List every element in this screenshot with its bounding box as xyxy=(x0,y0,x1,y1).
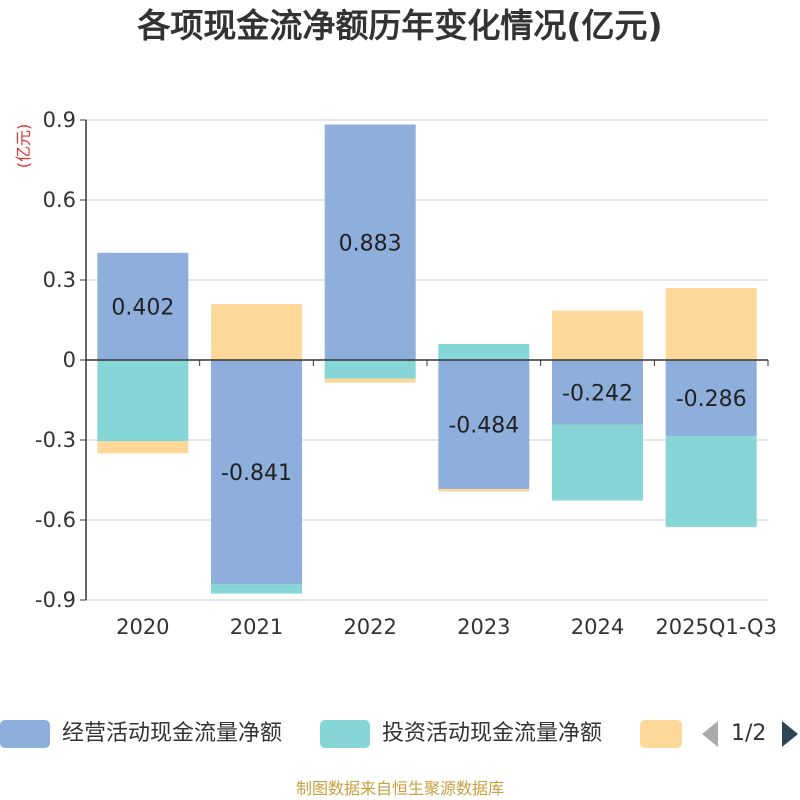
legend-page-indicator: 1/2 xyxy=(731,721,767,746)
y-tick-label: -0.6 xyxy=(35,508,76,532)
bar-segment-1 xyxy=(438,360,530,490)
legend-swatch-operating xyxy=(0,720,50,748)
y-tick-label: 0.9 xyxy=(43,108,76,132)
bar-segment-3 xyxy=(324,378,416,383)
y-tick-label: 0 xyxy=(63,348,76,372)
y-tick-label: -0.9 xyxy=(35,588,76,612)
bar-segment-2 xyxy=(324,360,416,379)
bar-segment-2 xyxy=(438,344,530,360)
bar-segment-1 xyxy=(211,360,302,585)
bar-segment-1 xyxy=(97,252,189,360)
source-note: 制图数据来自恒生聚源数据库 xyxy=(295,779,504,798)
data-label: -0.484 xyxy=(448,414,519,439)
x-tick-label: 2025Q1-Q3 xyxy=(655,615,777,639)
data-label: -0.242 xyxy=(562,381,633,406)
data-label: -0.286 xyxy=(676,387,747,412)
bar-segment-3 xyxy=(665,288,757,360)
chart-plot: 0.9 0.6 0.3 0 -0.3 -0.6 -0.9 (亿元) 2020 2021 2022 20… xyxy=(14,108,777,639)
x-tick-label: 2020 xyxy=(116,615,169,639)
legend-label-operating: 经营活动现金流量净额 xyxy=(62,721,283,746)
y-tick-label: 0.3 xyxy=(43,268,76,292)
data-label: -0.841 xyxy=(221,461,292,486)
chart-title: 各项现金流净额历年变化情况(亿元) xyxy=(137,6,663,45)
bar-segment-2 xyxy=(211,584,302,594)
x-tick-label: 2024 xyxy=(571,615,624,639)
y-tick-label: 0.6 xyxy=(43,188,76,212)
bar-segment-2 xyxy=(552,424,643,501)
x-tick-label: 2021 xyxy=(230,615,283,639)
bar-segment-2 xyxy=(665,436,757,527)
y-tick-label: -0.3 xyxy=(35,428,76,452)
bar-segment-1 xyxy=(324,124,416,361)
data-label: 0.402 xyxy=(111,295,174,320)
bar-segment-3 xyxy=(211,304,302,360)
legend-label-investing: 投资活动现金流量净额 xyxy=(382,721,603,746)
legend-swatch-investing xyxy=(320,720,370,748)
bar-segment-3 xyxy=(97,441,189,454)
legend-prev-page-icon[interactable] xyxy=(702,721,718,747)
bar-segment-3 xyxy=(552,310,643,360)
y-axis-label: (亿元) xyxy=(14,124,33,169)
bar-segment-2 xyxy=(97,360,189,442)
legend-swatch-financing xyxy=(640,720,682,748)
bar-segment-3 xyxy=(438,489,530,492)
legend-pager: 1/2 xyxy=(700,716,800,752)
x-tick-label: 2022 xyxy=(343,615,396,639)
legend-next-page-icon[interactable] xyxy=(782,721,798,747)
bar-segment-1 xyxy=(552,360,643,425)
x-tick-label: 2023 xyxy=(457,615,510,639)
data-label: 0.883 xyxy=(339,231,402,256)
bar-segment-1 xyxy=(665,360,757,437)
